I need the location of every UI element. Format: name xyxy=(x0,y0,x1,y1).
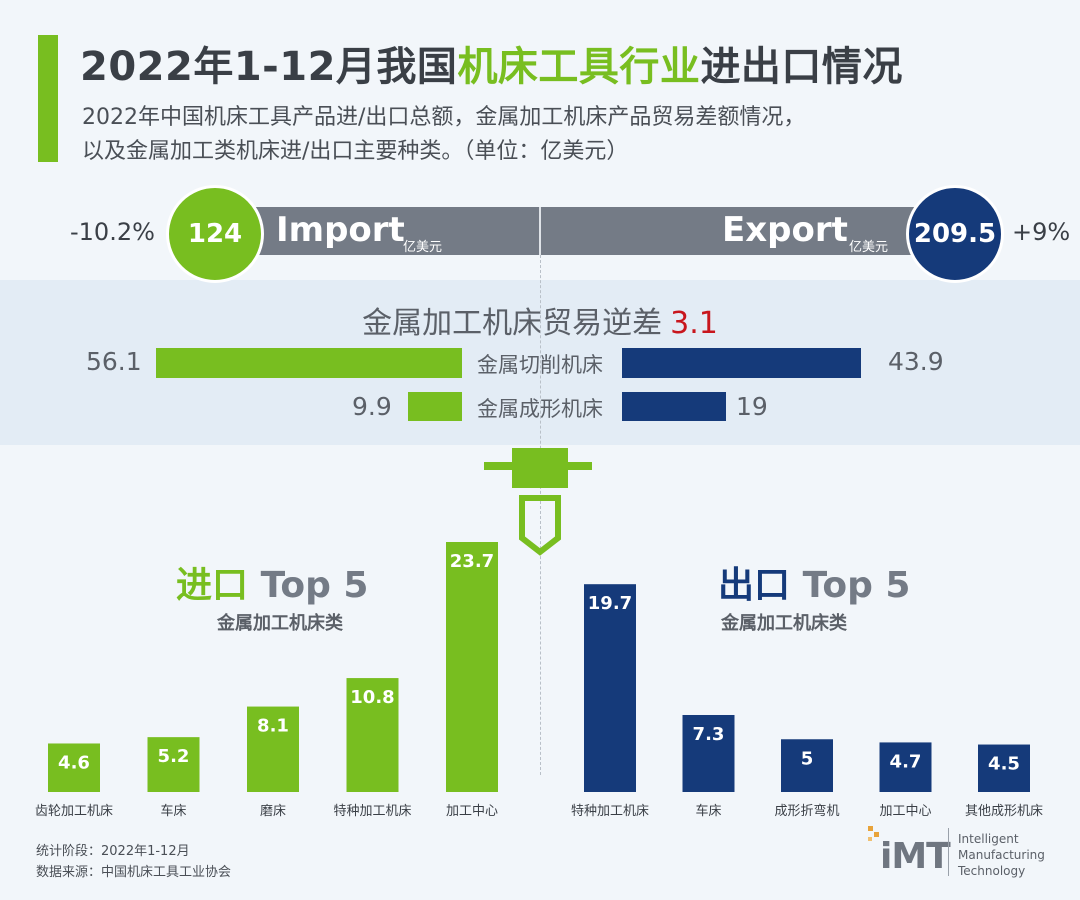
deficit-value: 3.1 xyxy=(670,306,718,341)
center-divider xyxy=(540,255,541,775)
import-title-rest: Top 5 xyxy=(260,565,369,606)
export-bar-2 xyxy=(781,739,833,792)
export-total-circle: 209.5 xyxy=(906,185,1004,283)
import-bar-0 xyxy=(48,743,100,792)
export-total-value: 209.5 xyxy=(913,219,997,249)
logo-line-2: Manufacturing xyxy=(958,848,1045,862)
import-total-value: 124 xyxy=(187,219,243,249)
export-unit: 亿美元 xyxy=(849,240,889,255)
import-category-label-4: 加工中心 xyxy=(446,804,498,819)
logo-line-3: Technology xyxy=(958,864,1026,878)
import-bar-value-3: 10.8 xyxy=(350,687,394,708)
export-bar-value-4: 4.5 xyxy=(988,754,1020,775)
import-bar-3 xyxy=(346,678,399,792)
logo-dots-icon xyxy=(868,826,879,841)
export-category-label-0: 特种加工机床 xyxy=(571,804,649,819)
import-category-label-1: 车床 xyxy=(160,803,186,819)
import-bar-value-2: 8.1 xyxy=(257,716,289,737)
export-bar-3 xyxy=(879,742,932,792)
export-bar-value-0: 19.7 xyxy=(588,593,632,614)
import-unit: 亿美元 xyxy=(403,240,443,255)
export-bar-value-1: 7.3 xyxy=(693,724,725,745)
logo-divider xyxy=(948,828,949,876)
export-top5-title: 出口 Top 5 xyxy=(718,556,910,608)
title-highlight: 机床工具行业 xyxy=(457,44,701,90)
deficit-export-bar-1 xyxy=(622,392,726,421)
deficit-export-value-1: 19 xyxy=(736,392,768,421)
import-title-lead: 进口 xyxy=(176,565,249,606)
import-total-circle: 124 xyxy=(166,185,264,283)
title-suffix: 进出口情况 xyxy=(700,44,903,90)
import-bar-value-1: 5.2 xyxy=(158,746,190,767)
logo-mark: iMT xyxy=(880,836,951,877)
subtitle-line-1: 2022年中国机床工具产品进/出口总额，金属加工机床产品贸易差额情况， xyxy=(82,105,806,130)
deficit-import-bar-1 xyxy=(408,392,462,421)
import-change-percent: -10.2% xyxy=(70,218,155,246)
import-top5-title: 进口 Top 5 xyxy=(176,556,368,608)
import-label: Import xyxy=(276,210,405,250)
footer-source: 数据来源：中国机床工具工业协会 xyxy=(36,865,232,880)
export-category-label-3: 加工中心 xyxy=(879,804,931,819)
deficit-export-value-0: 43.9 xyxy=(888,347,944,376)
footer-period: 统计阶段：2022年1-12月 xyxy=(36,844,190,859)
import-bar-value-4: 23.7 xyxy=(450,551,494,572)
page-title: 2022年1-12月我国机床工具行业进出口情况 xyxy=(80,34,903,92)
import-category-label-3: 特种加工机床 xyxy=(333,804,411,819)
export-category-label-4: 其他成形机床 xyxy=(965,804,1043,819)
export-bar-value-2: 5 xyxy=(801,748,814,769)
deficit-title: 金属加工机床贸易逆差 3.1 xyxy=(0,298,1080,342)
import-bar-2 xyxy=(247,706,299,792)
export-change-percent: +9% xyxy=(1012,218,1071,246)
import-top5-subtitle: 金属加工机床类 xyxy=(217,613,343,634)
deficit-title-text: 金属加工机床贸易逆差 xyxy=(362,306,663,341)
import-bar-1 xyxy=(147,737,200,792)
export-bar-1 xyxy=(682,714,735,792)
export-category-label-1: 车床 xyxy=(695,803,721,819)
subtitle-line-2: 以及金属加工类机床进/出口主要种类。（单位：亿美元） xyxy=(82,139,629,164)
export-bar-value-3: 4.7 xyxy=(890,751,922,772)
export-category-label-2: 成形折弯机 xyxy=(774,803,839,819)
title-accent-bar xyxy=(38,35,58,162)
deficit-import-value-0: 56.1 xyxy=(86,347,142,376)
export-title-lead: 出口 xyxy=(718,565,791,606)
logo-line-1: Intelligent xyxy=(958,832,1019,846)
import-export-bar xyxy=(240,207,920,255)
import-category-label-0: 齿轮加工机床 xyxy=(35,804,113,819)
import-category-label-2: 磨床 xyxy=(260,804,286,819)
import-export-divider xyxy=(539,207,541,255)
export-title-rest: Top 5 xyxy=(802,565,911,606)
deficit-export-bar-0 xyxy=(622,348,862,378)
title-prefix: 2022年1-12月我国 xyxy=(80,44,458,90)
export-bar-0 xyxy=(584,584,636,792)
export-label: Export xyxy=(722,210,848,250)
import-bar-value-0: 4.6 xyxy=(58,752,90,773)
import-bar-4 xyxy=(446,542,498,792)
export-top5-subtitle: 金属加工机床类 xyxy=(721,613,847,634)
connector-graphic xyxy=(484,448,592,556)
deficit-import-value-1: 9.9 xyxy=(352,392,392,421)
export-bar-4 xyxy=(978,744,1030,792)
deficit-import-bar-0 xyxy=(156,348,462,378)
